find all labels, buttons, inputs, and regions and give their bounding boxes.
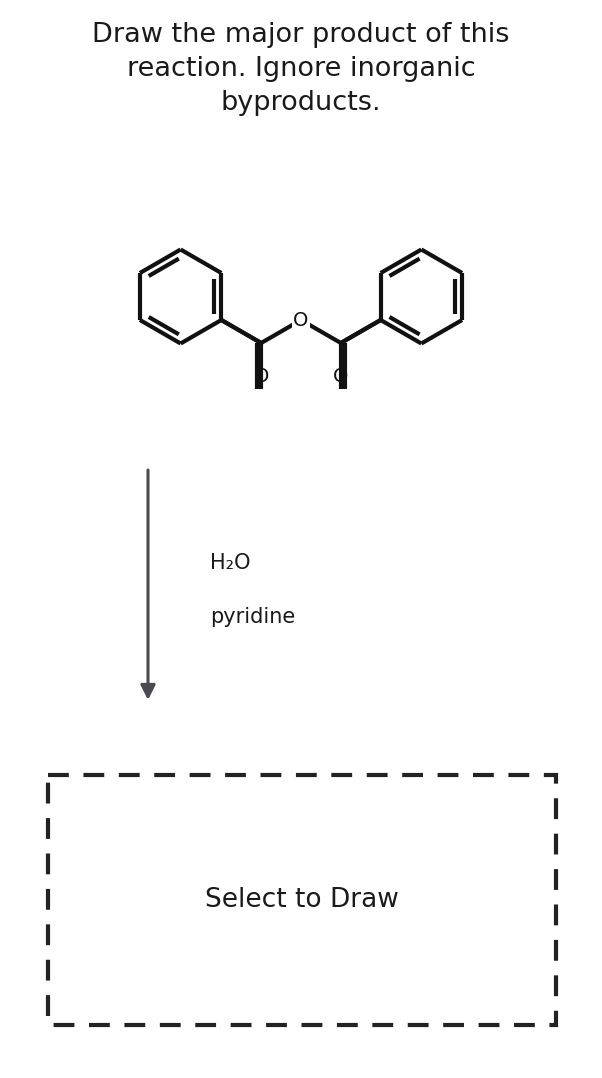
Text: pyridine: pyridine [210, 607, 295, 627]
Text: O: O [293, 310, 309, 330]
Text: Draw the major product of this: Draw the major product of this [92, 22, 510, 49]
Text: byproducts.: byproducts. [221, 89, 381, 116]
Text: H₂O: H₂O [210, 553, 250, 573]
Text: Select to Draw: Select to Draw [205, 887, 399, 913]
Text: O: O [253, 367, 269, 386]
Text: O: O [333, 367, 349, 386]
Text: reaction. Ignore inorganic: reaction. Ignore inorganic [126, 56, 476, 82]
FancyBboxPatch shape [48, 775, 556, 1025]
